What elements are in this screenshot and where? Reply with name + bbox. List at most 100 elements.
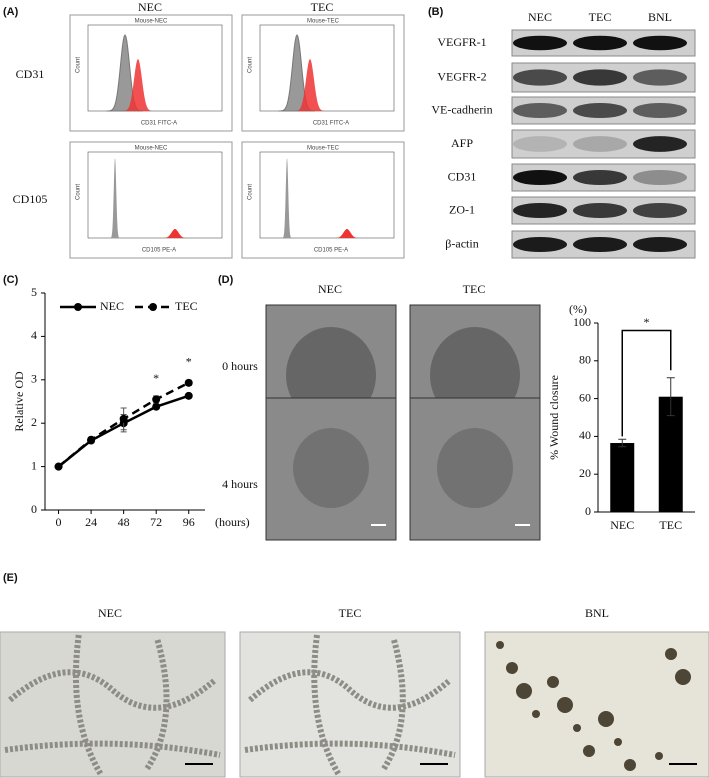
point — [119, 414, 128, 423]
blot-band — [633, 169, 687, 186]
panel-label: (A) — [3, 6, 19, 18]
column-header: NEC — [138, 0, 162, 14]
micrograph — [239, 631, 461, 778]
legend-label: NEC — [100, 299, 124, 313]
legend-label: TEC — [175, 299, 198, 313]
cell-cluster — [665, 648, 677, 660]
tube-network — [4, 634, 221, 777]
plot-area — [87, 24, 223, 112]
x-tick-label: 72 — [150, 515, 162, 529]
y-tick-label: 4 — [31, 328, 37, 342]
cell-cluster — [583, 745, 595, 757]
blot-band — [573, 136, 627, 152]
blot-band — [513, 202, 567, 219]
y-tick-label: 20 — [579, 466, 591, 480]
blot-band — [633, 202, 687, 219]
y-tick-label: 60 — [579, 390, 591, 404]
blot-band — [513, 236, 567, 253]
plot-area — [87, 151, 223, 239]
cell-cluster — [598, 711, 614, 727]
point — [152, 402, 161, 411]
red-peak — [122, 59, 154, 111]
point — [184, 391, 193, 400]
micrograph — [0, 631, 226, 778]
blot-band — [573, 102, 627, 119]
tube-network — [244, 634, 456, 777]
flow-frame — [241, 14, 405, 132]
column-header: TEC — [311, 0, 334, 14]
column-header: NEC — [98, 606, 122, 620]
row-label: 0 hours — [222, 359, 258, 373]
row-label: ZO-1 — [449, 202, 475, 216]
row-label: VEGFR-2 — [437, 69, 486, 83]
blot-band — [633, 35, 687, 51]
y-axis-label: Count — [76, 184, 82, 200]
y-tick-label: 0 — [585, 504, 591, 518]
cell-cluster — [547, 676, 559, 688]
wound-area — [437, 428, 513, 508]
x-axis-label: CD31 FITC-A — [141, 121, 177, 127]
micrograph — [265, 397, 397, 541]
row-label: β-actin — [445, 236, 478, 250]
cell-cluster — [573, 724, 581, 732]
x-tick-label: 24 — [85, 515, 97, 529]
plot-title: Mouse-NEC — [135, 19, 168, 25]
plot-area — [259, 151, 395, 239]
blot-band — [573, 69, 627, 86]
panel-label: (E) — [3, 572, 18, 584]
point — [152, 395, 161, 404]
cell-cluster — [532, 710, 540, 718]
annotation: * — [153, 371, 159, 385]
x-axis-label: CD105 PE-A — [142, 248, 176, 254]
red-peak — [161, 229, 189, 238]
x-tick-label: 48 — [118, 515, 130, 529]
blot-band — [573, 202, 627, 219]
x-tick-label: 96 — [183, 515, 195, 529]
y-axis-label: % Wound closure — [547, 375, 561, 460]
panel-label: (D) — [218, 274, 234, 286]
column-header: BNL — [648, 10, 672, 24]
y-tick-label: 1 — [31, 458, 37, 472]
blot-band — [513, 136, 567, 152]
annotation: * — [644, 315, 650, 329]
blot-band — [633, 102, 687, 119]
column-header: TEC — [339, 606, 362, 620]
legend-marker — [149, 303, 157, 311]
y-tick-label: 5 — [31, 285, 37, 299]
blot-band — [573, 169, 627, 186]
row-label: CD31 — [448, 169, 477, 183]
legend-marker — [74, 303, 82, 311]
point — [87, 435, 96, 444]
y-tick-label: 40 — [579, 428, 591, 442]
x-tick-label: 0 — [56, 515, 62, 529]
cell-cluster — [557, 697, 573, 713]
column-header: TEC — [463, 282, 486, 296]
bar — [610, 443, 635, 512]
blot-band — [573, 35, 627, 51]
y-axis-label: Count — [76, 57, 82, 73]
x-axis-label: CD105 PE-A — [314, 248, 348, 254]
cell-cluster — [624, 759, 636, 771]
blot-band — [513, 102, 567, 119]
cell-cluster — [506, 662, 518, 674]
column-header: NEC — [318, 282, 342, 296]
gray-peak — [110, 158, 120, 238]
panel-label: (C) — [3, 274, 19, 286]
y-tick-label: 0 — [31, 502, 37, 516]
plot-title: Mouse-NEC — [135, 146, 168, 152]
y-unit: (%) — [569, 302, 587, 316]
panel-label: (B) — [428, 6, 444, 18]
blot-band — [633, 136, 687, 152]
x-tick-label: NEC — [610, 518, 634, 532]
blot-band — [633, 69, 687, 86]
row-label: CD105 — [13, 192, 48, 206]
flow-frame — [69, 14, 233, 132]
row-label: 4 hours — [222, 477, 258, 491]
column-header: TEC — [589, 10, 612, 24]
wound-area — [293, 428, 369, 508]
point — [184, 378, 193, 387]
gray-peak — [282, 158, 292, 238]
significance-bracket — [621, 329, 672, 437]
point — [54, 462, 63, 471]
